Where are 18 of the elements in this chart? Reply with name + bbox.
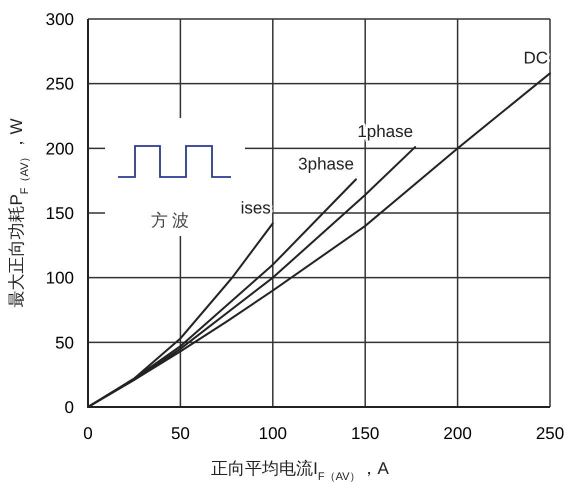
series-label: ises (240, 198, 271, 218)
x-tick-label: 100 (258, 424, 287, 443)
y-tick-label: 300 (46, 10, 74, 29)
y-tick-label: 0 (64, 398, 74, 417)
y-tick-label: 50 (55, 333, 74, 352)
y-tick-label: 150 (46, 204, 74, 223)
x-tick-label: 50 (170, 424, 190, 443)
x-tick-label: 250 (536, 424, 564, 443)
x-tick-label: 0 (83, 424, 93, 443)
x-axis-title: 正向平均电流I$_{F（AV）}$，A (211, 459, 390, 482)
x-tick-label: 150 (351, 424, 380, 443)
y-tick-label: 100 (46, 268, 74, 288)
y-tick-label: 200 (46, 139, 74, 158)
x-tick-label: 200 (443, 424, 472, 443)
annotation: 方 波 (150, 211, 190, 230)
series-label: DC (523, 48, 548, 68)
series-label: 3phase (298, 154, 354, 174)
y-tick-label: 250 (46, 74, 74, 94)
